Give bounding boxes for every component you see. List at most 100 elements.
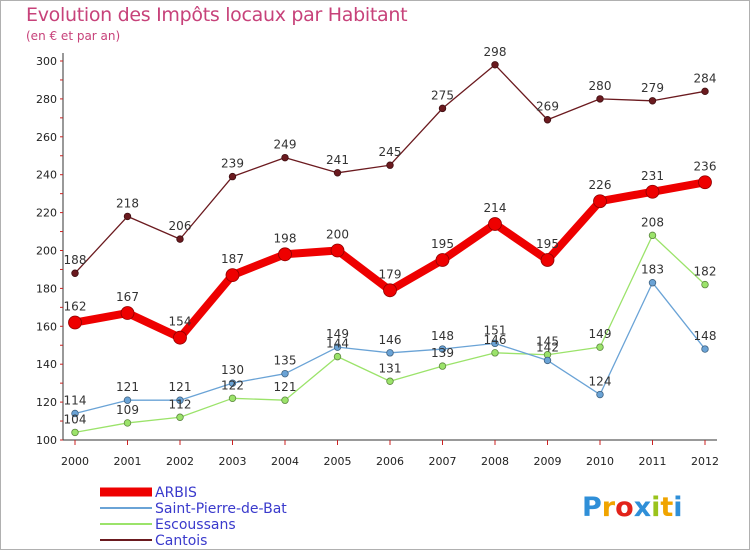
data-label-saint-pierre-de-bat: 183 — [641, 263, 664, 277]
data-label-arbis: 198 — [274, 231, 297, 245]
data-label-cantois: 279 — [641, 81, 664, 95]
logo-letter: o — [615, 492, 634, 523]
data-label-arbis: 179 — [379, 267, 402, 281]
data-label-escoussans: 112 — [169, 397, 192, 411]
logo-letter: x — [634, 492, 651, 523]
data-point-arbis — [645, 184, 660, 199]
series-line-cantois — [74, 64, 706, 274]
legend-label-arbis: ARBIS — [155, 485, 197, 501]
data-label-arbis: 154 — [169, 315, 192, 329]
logo-letter: t — [660, 492, 673, 523]
x-tick-label: 2008 — [481, 455, 509, 468]
y-tick-label: 140 — [36, 358, 57, 371]
data-label-arbis: 195 — [536, 237, 559, 251]
data-point-cantois — [596, 95, 604, 103]
data-point-arbis — [225, 268, 240, 283]
data-label-escoussans: 149 — [589, 327, 612, 341]
data-point-escoussans — [596, 343, 604, 351]
chart-subtitle: (en € et par an) — [26, 29, 121, 43]
data-label-escoussans: 182 — [694, 265, 717, 279]
data-label-arbis: 231 — [641, 169, 664, 183]
data-point-saint-pierre-de-bat — [71, 409, 79, 418]
data-label-arbis: 200 — [326, 228, 349, 242]
y-tick-label: 260 — [36, 131, 57, 144]
data-point-arbis — [435, 253, 450, 267]
data-point-arbis — [698, 175, 712, 190]
data-label-cantois: 188 — [64, 253, 87, 267]
data-point-cantois — [543, 116, 552, 124]
data-label-saint-pierre-de-bat: 121 — [169, 380, 192, 394]
data-point-saint-pierre-de-bat — [176, 396, 184, 404]
data-point-escoussans — [228, 394, 237, 403]
data-label-cantois: 280 — [589, 79, 612, 93]
data-point-arbis — [278, 247, 292, 262]
y-tick-label: 240 — [36, 169, 57, 182]
data-point-saint-pierre-de-bat — [333, 343, 342, 351]
data-label-cantois: 239 — [221, 157, 244, 171]
data-label-cantois: 206 — [169, 219, 192, 233]
logo-letter: i — [651, 492, 660, 523]
data-point-cantois — [438, 104, 447, 113]
data-point-saint-pierre-de-bat — [123, 396, 132, 404]
data-label-cantois: 218 — [116, 196, 139, 210]
data-point-cantois — [71, 269, 79, 277]
data-point-arbis — [120, 306, 135, 320]
data-label-saint-pierre-de-bat: 142 — [536, 340, 559, 354]
y-tick-label: 300 — [36, 55, 57, 68]
data-label-cantois: 245 — [379, 145, 402, 159]
data-point-escoussans — [71, 428, 79, 437]
data-point-cantois — [333, 169, 342, 177]
data-point-arbis — [173, 330, 187, 345]
y-tick-label: 180 — [36, 282, 57, 295]
data-label-saint-pierre-de-bat: 148 — [694, 329, 717, 343]
data-point-arbis — [68, 315, 82, 330]
data-label-escoussans: 104 — [64, 412, 87, 426]
data-point-escoussans — [701, 280, 709, 289]
data-label-cantois: 241 — [326, 153, 349, 167]
data-label-saint-pierre-de-bat: 114 — [64, 393, 87, 407]
data-point-escoussans — [648, 231, 657, 240]
data-label-arbis: 236 — [694, 159, 717, 173]
data-label-cantois: 249 — [274, 138, 297, 152]
data-point-cantois — [281, 153, 289, 162]
data-label-saint-pierre-de-bat: 124 — [589, 375, 612, 389]
data-point-saint-pierre-de-bat — [228, 379, 237, 387]
data-point-escoussans — [123, 419, 132, 427]
proxiti-logo: Proxiti — [582, 492, 683, 523]
y-tick-label: 280 — [36, 93, 57, 106]
data-point-arbis — [593, 194, 607, 209]
y-tick-label: 200 — [36, 245, 57, 258]
data-label-escoussans: 144 — [326, 337, 349, 351]
data-label-saint-pierre-de-bat: 151 — [484, 323, 507, 337]
data-label-saint-pierre-de-bat: 121 — [116, 380, 139, 394]
x-tick-label: 2007 — [429, 455, 457, 468]
data-label-escoussans: 121 — [274, 380, 297, 394]
data-label-saint-pierre-de-bat: 149 — [326, 327, 349, 341]
legend-label-saint-pierre-de-bat: Saint-Pierre-de-Bat — [155, 501, 287, 517]
data-point-cantois — [123, 212, 132, 221]
x-tick-label: 2003 — [219, 455, 247, 468]
logo-letter: r — [602, 492, 616, 523]
data-point-saint-pierre-de-bat — [543, 356, 552, 365]
data-point-escoussans — [491, 349, 499, 357]
data-point-escoussans — [438, 362, 447, 370]
data-point-cantois — [176, 235, 184, 243]
data-label-saint-pierre-de-bat: 146 — [379, 333, 402, 347]
data-label-cantois: 284 — [694, 71, 717, 85]
x-tick-label: 2001 — [114, 455, 142, 468]
data-label-arbis: 226 — [589, 178, 612, 192]
data-label-arbis: 214 — [484, 201, 507, 215]
data-label-cantois: 275 — [431, 88, 454, 102]
data-label-escoussans: 109 — [116, 403, 139, 417]
legend-label-cantois: Cantois — [155, 533, 207, 549]
data-label-saint-pierre-de-bat: 135 — [274, 354, 297, 368]
logo-letter: i — [673, 492, 682, 523]
data-point-saint-pierre-de-bat — [701, 345, 709, 353]
data-point-escoussans — [281, 396, 289, 404]
data-label-escoussans: 208 — [641, 215, 664, 229]
y-tick-label: 160 — [36, 320, 57, 333]
data-point-arbis — [330, 243, 345, 258]
data-label-arbis: 195 — [431, 237, 454, 251]
data-label-saint-pierre-de-bat: 148 — [431, 329, 454, 343]
